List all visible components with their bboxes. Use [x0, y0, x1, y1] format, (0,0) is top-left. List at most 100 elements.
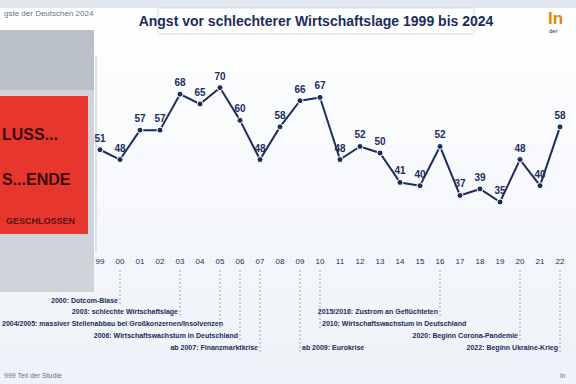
annotation-line	[320, 270, 321, 328]
marker	[397, 179, 403, 185]
x-tick-label: 01	[136, 257, 145, 266]
marker	[277, 124, 283, 130]
x-tick-label: 17	[456, 257, 465, 266]
x-tick-label: 12	[356, 257, 365, 266]
marker	[157, 127, 163, 133]
annotation-line	[260, 270, 261, 352]
marker	[97, 147, 103, 153]
data-label: 58	[274, 110, 286, 121]
marker	[377, 150, 383, 156]
data-label: 51	[94, 133, 106, 144]
data-label: 68	[174, 77, 186, 88]
line	[100, 88, 560, 202]
data-label: 57	[154, 113, 166, 124]
footer-left: 999 Teil der Studie	[4, 372, 62, 379]
photo: LUSS... S...ENDE GESCHLOSSEN	[0, 30, 94, 292]
marker	[477, 186, 483, 192]
x-tick-label: 20	[516, 257, 525, 266]
x-tick-label: 05	[216, 257, 225, 266]
x-tick-label: 14	[396, 257, 405, 266]
annotation: 2000: Dotcom-Blase	[51, 297, 118, 304]
title: Angst vor schlechterer Wirtschaftslage 1…	[139, 13, 494, 29]
chart: gste der Deutschen 2024 LUSS... S...ENDE GE…	[0, 0, 576, 384]
x-tick-label: 99	[96, 257, 105, 266]
data-label: 48	[254, 143, 266, 154]
logo: In	[548, 9, 563, 28]
annotation: ab 2007: Finanzmarktkrise	[170, 344, 258, 351]
data-label: 39	[474, 172, 486, 183]
marker	[217, 85, 223, 91]
annotation-line	[300, 270, 301, 352]
marker	[177, 91, 183, 97]
data-label: 58	[554, 110, 566, 121]
data-label: 60	[234, 103, 246, 114]
x-tick-label: 11	[336, 257, 345, 266]
x-tick-label: 19	[496, 257, 505, 266]
data-label: 35	[494, 185, 506, 196]
photo-frame	[0, 30, 94, 90]
marker	[417, 183, 423, 189]
logo-sub: der	[549, 28, 558, 34]
top-strip	[0, 0, 576, 8]
marker	[557, 124, 563, 130]
data-label: 40	[534, 169, 546, 180]
background	[0, 0, 576, 384]
data-label: 41	[394, 165, 406, 176]
x-tick-label: 04	[196, 257, 205, 266]
y-axis-line	[96, 55, 97, 251]
marker	[257, 157, 263, 163]
annotation-line	[120, 270, 121, 305]
data-label: 48	[114, 143, 126, 154]
marker	[337, 157, 343, 163]
annotation-line	[240, 270, 241, 340]
x-tick-label: 22	[556, 257, 565, 266]
x-tick-label: 07	[256, 257, 265, 266]
data-label: 40	[414, 169, 426, 180]
data-label: 50	[374, 136, 386, 147]
plot-area	[97, 85, 563, 205]
photo-window	[0, 30, 94, 292]
x-tick-label: 10	[316, 257, 325, 266]
data-label: 52	[354, 129, 366, 140]
data-label: 65	[194, 87, 206, 98]
x-tick-label: 00	[116, 257, 125, 266]
x-tick-label: 08	[276, 257, 285, 266]
marker	[137, 127, 143, 133]
sign-text: LUSS...	[2, 126, 58, 143]
marker	[317, 94, 323, 100]
annotation-line	[440, 270, 441, 316]
marker	[497, 199, 503, 205]
x-tick-label: 16	[436, 257, 445, 266]
marker	[197, 101, 203, 107]
x-tick-label: 02	[156, 257, 165, 266]
annotation: 2020: Beginn Corona-Pandemie	[413, 332, 519, 340]
marker	[457, 192, 463, 198]
data-label: 48	[334, 143, 346, 154]
sign-text: S...ENDE	[2, 171, 71, 188]
annotation-line	[520, 270, 521, 340]
x-tick-label: 13	[376, 257, 385, 266]
data-label: 70	[214, 71, 226, 82]
page: gste der Deutschen 2024 LUSS... S...ENDE GE…	[0, 0, 576, 384]
data-label: 57	[134, 113, 146, 124]
data-label: 48	[514, 143, 526, 154]
annotation: 2015/2016: Zustrom an Geflüchteten	[318, 308, 438, 315]
x-tick-label: 15	[416, 257, 425, 266]
footer-right: in	[560, 372, 566, 379]
marker	[437, 143, 443, 149]
annotation: ab 2009: Eurokrise	[302, 344, 364, 351]
data-label: 37	[454, 178, 466, 189]
sign-text: GESCHLOSSEN	[6, 216, 75, 226]
annotation: 2010: Wirtschaftswachstum in Deutschland	[322, 320, 466, 327]
annotation: 2004/2005: massiver Stellenabbau bei Gro…	[2, 320, 223, 327]
header-topic: gste der Deutschen 2024	[4, 9, 94, 18]
annotation: 2022: Beginn Ukraine-Krieg	[467, 344, 558, 352]
data-label: 66	[294, 84, 306, 95]
x-tick-label: 09	[296, 257, 305, 266]
x-tick-label: 06	[236, 257, 245, 266]
marker	[357, 143, 363, 149]
annotation-line	[180, 270, 181, 316]
marker	[297, 98, 303, 104]
data-label: 67	[314, 80, 326, 91]
x-tick-label: 03	[176, 257, 185, 266]
